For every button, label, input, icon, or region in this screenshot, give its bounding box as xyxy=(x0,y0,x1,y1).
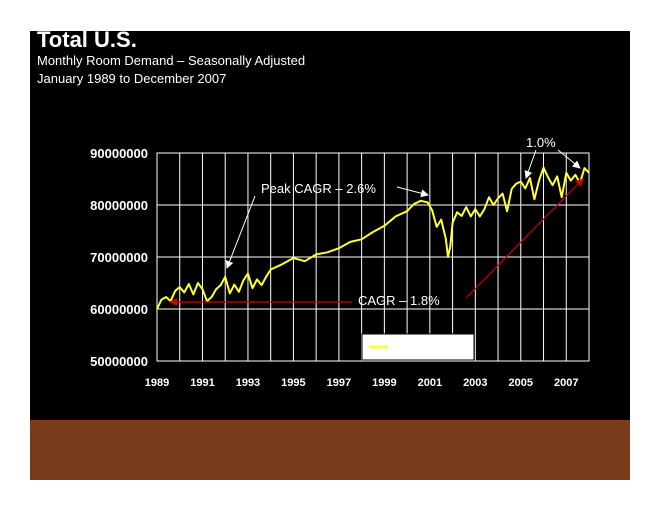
slide-title: Total U.S. xyxy=(37,27,137,52)
slide-background xyxy=(30,31,630,480)
chart-legend: Seas Adj xyxy=(361,333,475,361)
y-tick-label: 60000000 xyxy=(90,302,148,317)
y-tick-label: 70000000 xyxy=(90,250,148,265)
x-tick-label: 1997 xyxy=(327,377,351,389)
grid-lines xyxy=(157,153,589,361)
annotation-cagr: CAGR – 1.8% xyxy=(358,293,440,308)
annotation-peak-cagr: Peak CAGR – 2.6% xyxy=(261,181,376,196)
x-axis-ticks: 1989 1991 1993 1995 1997 1999 2001 2003 2005 2007 xyxy=(145,377,579,389)
legend-label-seas-adj: Seas Adj xyxy=(393,340,447,355)
x-tick-label: 1999 xyxy=(372,377,396,389)
arrow-peak-to-2001 xyxy=(396,186,429,198)
x-tick-label: 2001 xyxy=(418,377,442,389)
x-tick-label: 2005 xyxy=(509,377,533,389)
arrow-peak-to-1992 xyxy=(225,195,256,269)
annotation-one-percent: 1.0% xyxy=(526,135,556,150)
slide-subtitle-line1: Monthly Room Demand – Seasonally Adjuste… xyxy=(37,53,306,68)
y-axis-ticks: 90000000 80000000 70000000 60000000 50000000 xyxy=(90,146,148,369)
x-tick-label: 1991 xyxy=(190,377,214,389)
x-tick-label: 2007 xyxy=(554,377,578,389)
x-tick-label: 1993 xyxy=(236,377,260,389)
y-tick-label: 50000000 xyxy=(90,354,148,369)
footer-band xyxy=(30,420,630,480)
x-tick-label: 1995 xyxy=(281,377,305,389)
arrow-one-percent-right xyxy=(557,149,581,169)
y-tick-label: 90000000 xyxy=(90,146,148,161)
series-line-seas-adj xyxy=(156,166,590,310)
arrow-cagr-right xyxy=(465,178,584,299)
arrow-one-percent-left xyxy=(524,149,537,179)
slide-subtitle-line2: January 1989 to December 2007 xyxy=(37,71,227,86)
x-tick-label: 2003 xyxy=(463,377,487,389)
y-tick-label: 80000000 xyxy=(90,198,148,213)
x-tick-label: 1989 xyxy=(145,377,169,389)
